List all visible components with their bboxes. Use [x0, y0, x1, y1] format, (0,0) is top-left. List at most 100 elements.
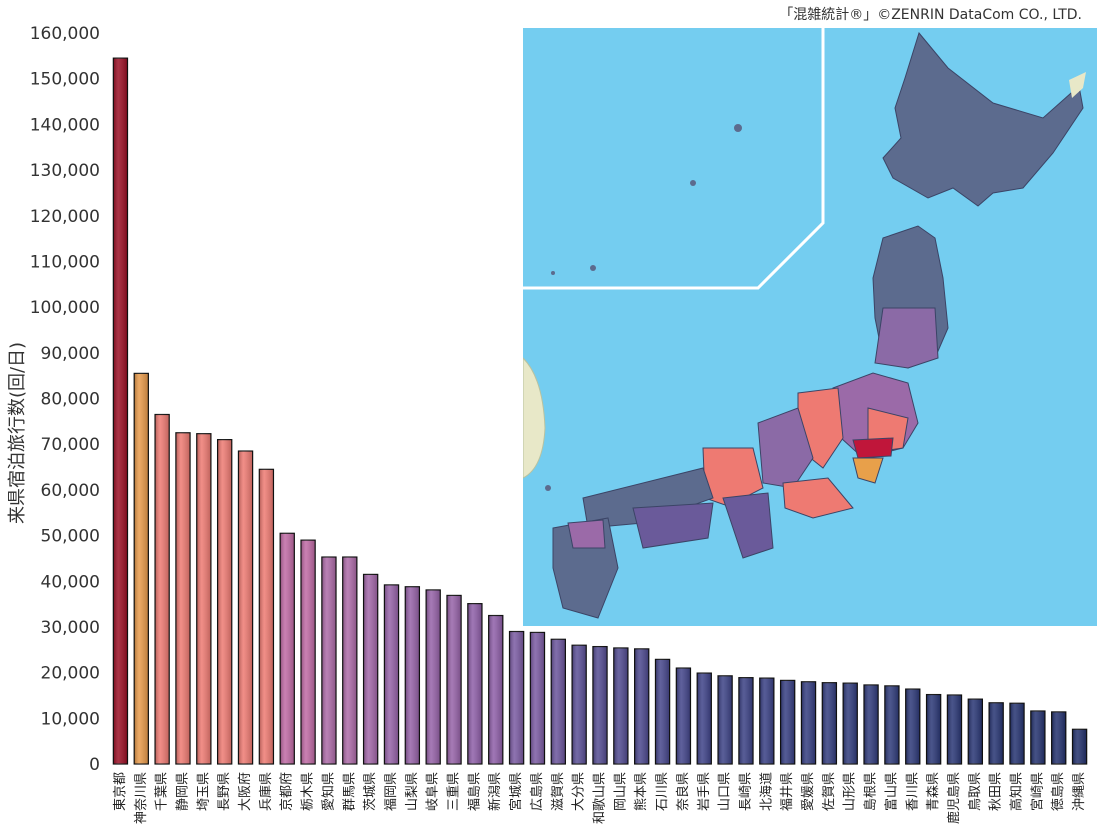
- y-tick-label: 80,000: [41, 390, 100, 410]
- x-tick-label: 北海道: [759, 772, 774, 811]
- x-tick-label: 大分県: [572, 772, 587, 811]
- x-tick-label: 静岡県: [175, 772, 190, 811]
- x-tick-label: 群馬県: [342, 772, 357, 811]
- x-tick-label: 茨城県: [363, 772, 378, 811]
- x-tick-label: 広島県: [530, 772, 545, 811]
- bar-shading: [1030, 711, 1045, 764]
- y-tick-label: 60,000: [41, 481, 100, 501]
- bar-shading: [926, 694, 941, 764]
- bar-shading: [843, 683, 858, 764]
- bar-shading: [989, 702, 1004, 764]
- bar-shading: [426, 589, 441, 764]
- y-tick-label: 70,000: [41, 435, 100, 455]
- bar-shading: [196, 433, 211, 764]
- bar-shading: [947, 695, 962, 764]
- bar-shading: [759, 678, 774, 764]
- x-tick-labels: 東京都 神奈川県 千葉県 静岡県 埼玉県 長野県 大阪府 兵庫県 京都府 栃木県 愛知県 群馬県 茨城県…: [112, 772, 1087, 824]
- y-tick-label: 150,000: [30, 70, 100, 90]
- bar-shading: [342, 557, 357, 764]
- bar-shading: [488, 615, 503, 764]
- bar-shading: [863, 684, 879, 764]
- x-tick-label: 栃木県: [301, 772, 316, 811]
- y-tick-label: 0: [89, 755, 100, 775]
- y-tick-labels: 0 10,000 20,000 30,000 40,000 50,000 60,000 70,…: [30, 24, 100, 775]
- x-tick-label: 三重県: [446, 772, 462, 811]
- x-tick-label: 岩手県: [697, 772, 712, 811]
- y-tick-label: 110,000: [30, 252, 100, 272]
- x-tick-label: 香川県: [905, 772, 920, 811]
- x-tick-label: 石川県: [655, 772, 670, 811]
- x-tick-label: 福岡県: [384, 772, 399, 811]
- bar-shading: [968, 699, 983, 764]
- bar-shading: [572, 645, 587, 764]
- x-tick-label: 京都府: [280, 772, 295, 811]
- bar-shading: [613, 647, 628, 764]
- bar-shading: [592, 646, 608, 764]
- bar-shading: [530, 632, 545, 764]
- bar-shading: [175, 432, 191, 764]
- bar-shading: [905, 689, 920, 764]
- bar-shading: [1051, 711, 1066, 764]
- x-tick-label: 徳島県: [1051, 772, 1066, 811]
- x-tick-label: 和歌山県: [593, 772, 608, 824]
- y-tick-label: 10,000: [41, 709, 100, 729]
- x-tick-label: 宮崎県: [1029, 772, 1045, 811]
- x-tick-label: 奈良県: [675, 772, 691, 811]
- x-tick-label: 愛知県: [320, 772, 336, 811]
- bar-shading: [634, 648, 649, 764]
- x-tick-label: 長崎県: [738, 772, 753, 811]
- bar-shading: [113, 58, 128, 765]
- bar-shading: [446, 595, 462, 764]
- bar-shading: [676, 668, 691, 764]
- x-tick-label: 滋賀県: [551, 772, 566, 811]
- x-tick-label: 鹿児島県: [946, 772, 962, 824]
- x-tick-label: 兵庫県: [259, 772, 274, 811]
- x-tick-label: 東京都: [112, 772, 128, 811]
- bar-shading: [363, 574, 378, 764]
- bar-shading: [300, 540, 316, 764]
- y-tick-label: 160,000: [30, 24, 100, 44]
- bar-shading: [384, 584, 399, 764]
- bar-shading: [238, 451, 253, 764]
- x-tick-label: 山口県: [718, 772, 733, 811]
- copyright-notice: 「混雑統計®」©ZENRIN DataCom CO., LTD.: [779, 7, 1082, 23]
- x-tick-label: 大阪府: [238, 772, 253, 811]
- x-tick-label: 千葉県: [155, 772, 170, 811]
- bar-shading: [321, 557, 337, 764]
- bar-shading: [697, 673, 712, 764]
- bars: [112, 57, 1088, 765]
- x-tick-label: 秋田県: [989, 772, 1004, 811]
- bar-shading: [1009, 703, 1025, 764]
- y-tick-label: 130,000: [30, 161, 100, 181]
- y-tick-label: 100,000: [30, 298, 100, 318]
- x-tick-label: 山形県: [843, 772, 858, 811]
- x-tick-label: 高知県: [1009, 772, 1025, 811]
- x-tick-label: 宮城県: [508, 772, 524, 811]
- bar-shading: [1072, 729, 1087, 764]
- y-tick-label: 40,000: [41, 572, 100, 592]
- bar-shading: [134, 373, 149, 764]
- bar-shading: [655, 659, 670, 764]
- x-tick-label: 愛媛県: [801, 772, 816, 811]
- bar-shading: [738, 677, 754, 764]
- bar-shading: [509, 631, 524, 764]
- x-tick-label: 新潟県: [487, 772, 503, 811]
- bar-shading: [155, 414, 170, 764]
- bar-shading: [280, 533, 295, 764]
- bar-shading: [551, 639, 566, 764]
- x-tick-label: 沖縄県: [1072, 772, 1087, 811]
- bar-shading: [822, 682, 837, 764]
- y-tick-label: 20,000: [41, 664, 100, 684]
- x-tick-label: 佐賀県: [822, 772, 837, 811]
- bar-shading: [780, 680, 795, 764]
- x-tick-label: 山梨県: [405, 772, 420, 811]
- y-tick-label: 50,000: [41, 527, 100, 547]
- japan-map-inset: [523, 28, 1097, 626]
- x-tick-label: 富山県: [883, 772, 899, 811]
- bar-shading: [801, 681, 816, 764]
- japan-map-svg: [523, 28, 1097, 626]
- bar-shading: [884, 685, 900, 764]
- y-tick-label: 90,000: [41, 344, 100, 364]
- x-tick-label: 岡山県: [613, 772, 628, 811]
